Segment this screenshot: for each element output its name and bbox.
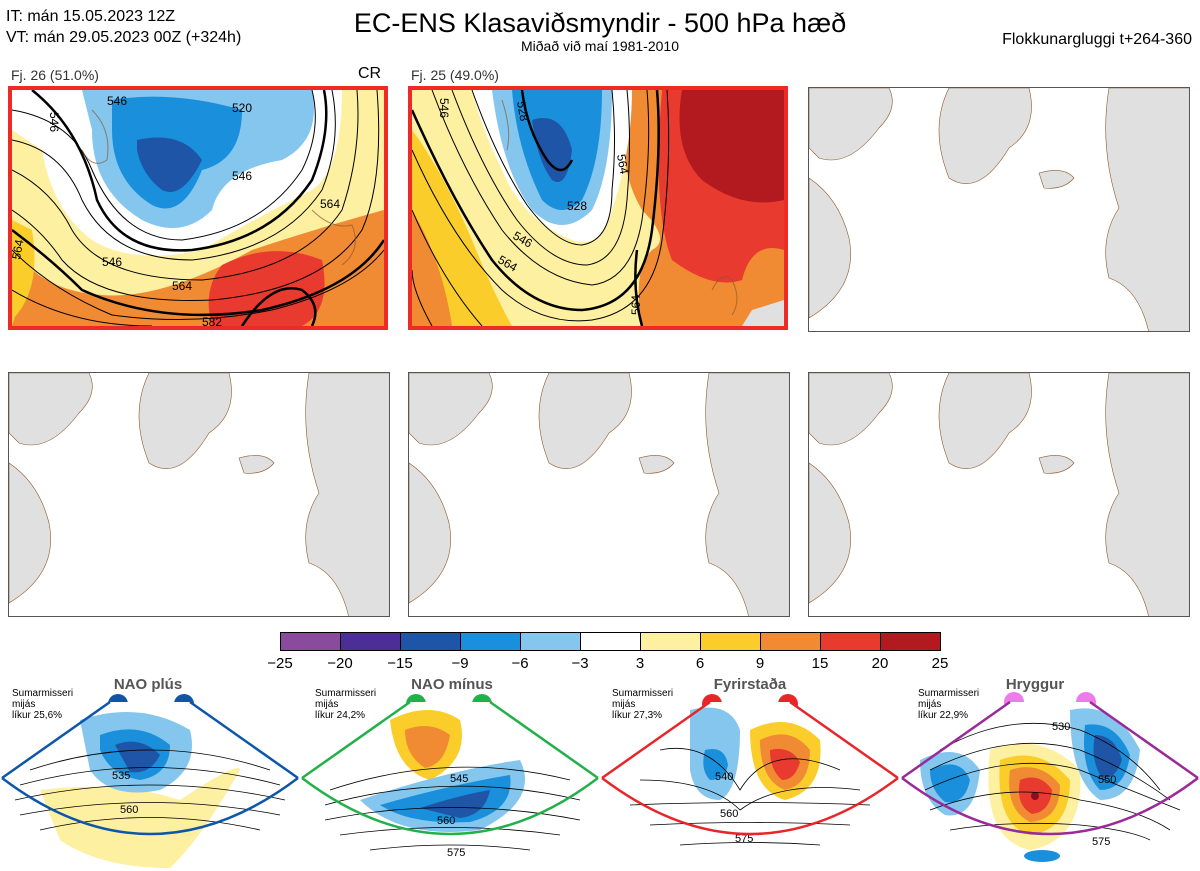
colorbar-tick: 20 [871,655,889,672]
regime-info-line: líkur 25,6% [12,710,63,721]
contour-label: 530 [1052,721,1070,733]
regime-map-nao-minus: 545 560 575 [301,700,599,859]
colorbar-cell [400,632,461,651]
regime-info-nao-plus: Sumarmisseri mijás líkur 25,6% [12,688,73,721]
contour-label: 575 [1092,836,1110,848]
header-info: IT: mán 15.05.2023 12Z VT: mán 29.05.202… [6,6,241,48]
base-map-6 [809,373,1189,616]
contour-label: 546 [437,98,451,118]
panel-1-label: Fj. 26 (51.0%) [11,67,99,83]
colorbar-tick: −9 [451,655,469,672]
colorbar-tick: −20 [327,655,353,672]
colorbar-cell [760,632,821,651]
contour-label: 575 [735,833,753,845]
base-map-3 [809,88,1189,331]
colorbar-cell [280,632,341,651]
page-title: EC-ENS Klasaviðsmyndir - 500 hPa hæð [353,8,847,38]
regime-title-nao-plus: NAO plús [113,676,183,693]
contour-label: 546 [102,255,122,269]
contour-label: 545 [450,773,468,785]
empty-panel-3[interactable] [808,87,1190,332]
regime-info-line: Sumarmisseri [612,688,674,699]
contour-label: 564 [629,295,643,315]
colorbar-cell [340,632,401,651]
panel-1-tag: CR [358,65,382,82]
contour-label: 546 [47,112,61,132]
regime-map-ridge: 530 550 575 [901,700,1199,862]
contour-label: 560 [120,804,138,816]
contour-label: 560 [720,808,738,820]
regime-info-line: líkur 27,3% [612,710,663,721]
regime-info-line: líkur 24,2% [315,710,366,721]
contour-label: 520 [232,101,252,115]
contour-label: 546 [232,169,252,183]
regime-map-blocking: 540 560 575 [601,700,899,846]
colorbar-cell [580,632,641,651]
panel-1-contour-labels: 546 520 546 546 564 546 564 564 582 [12,94,340,326]
empty-panel-6[interactable] [808,372,1190,617]
regime-info-line: mijás [315,699,339,710]
contour-label: 528 [514,100,531,122]
contour-label: 564 [320,197,340,211]
colorbar-cell [820,632,881,651]
cluster-panel-1[interactable]: 546 520 546 546 564 546 564 564 582 [8,86,388,330]
colorbar-tick: −15 [387,655,413,672]
colorbar-tick: 15 [811,655,829,672]
contour-label: 550 [1098,774,1116,786]
regime-info-ridge: Sumarmisseri mijás líkur 22,9% [918,688,979,721]
regime-info-line: mijás [918,699,942,710]
regime-info-line: Sumarmisseri [918,688,980,699]
regime-title-ridge: Hryggur [1005,676,1065,693]
colorbar-tick: 6 [695,655,705,672]
contour-label: 575 [447,847,465,859]
regime-info-nao-minus: Sumarmisseri mijás líkur 24,2% [315,688,376,721]
empty-panel-5[interactable] [408,372,790,617]
regime-info-line: Sumarmisseri [12,688,74,699]
cluster-map-2: 546 528 528 546 564 564 564 [412,90,784,326]
regime-info-blocking: Sumarmisseri mijás líkur 27,3% [612,688,673,721]
contour-label: 540 [715,771,733,783]
regime-title-nao-minus: NAO mínus [411,676,493,693]
regime-info-line: Sumarmisseri [315,688,377,699]
regime-map-nao-plus: 535 560 [1,700,299,868]
base-map-5 [409,373,789,616]
contour-label: 560 [437,815,455,827]
colorbar-cell [640,632,701,651]
issue-time: IT: mán 15.05.2023 12Z [6,8,175,25]
colorbar-tick: 25 [931,655,949,672]
colorbar-cell [880,632,941,651]
colorbar-tick: −6 [511,655,529,672]
regime-info-line: líkur 22,9% [918,710,969,721]
colorbar-cell [460,632,521,651]
regime-info-line: mijás [12,699,36,710]
valid-time: VT: mán 29.05.2023 00Z (+324h) [6,29,242,46]
classification-window: Flokkunargluggi t+264-360 [1002,31,1192,48]
contour-label: 564 [614,153,631,175]
contour-label: 564 [12,238,26,260]
base-map-4 [9,373,389,616]
page-subtitle: Miðað við maí 1981-2010 [521,38,679,54]
cluster-map-1: 546 520 546 546 564 546 564 564 582 [12,90,384,326]
colorbar-cell [700,632,761,651]
colorbar-tick: 9 [755,655,765,672]
colorbar-tick: 3 [635,655,645,672]
regime-title-blocking: Fyrirstaða [713,676,787,693]
colorbar-tick: −3 [571,655,589,672]
panel-2-contour-labels: 546 528 528 546 564 564 564 [437,98,643,315]
regime-info-line: mijás [612,699,636,710]
contour-label: 535 [112,770,130,782]
contour-label: 582 [202,315,222,326]
panel-2-label: Fj. 25 (49.0%) [411,67,499,83]
cluster-panel-2[interactable]: 546 528 528 546 564 564 564 [408,86,788,330]
colorbar-tick: −25 [267,655,293,672]
empty-panel-4[interactable] [8,372,390,617]
contour-label: 564 [172,279,192,293]
colorbar-cell [520,632,581,651]
contour-label: 528 [567,199,587,213]
contour-label: 546 [107,94,127,108]
